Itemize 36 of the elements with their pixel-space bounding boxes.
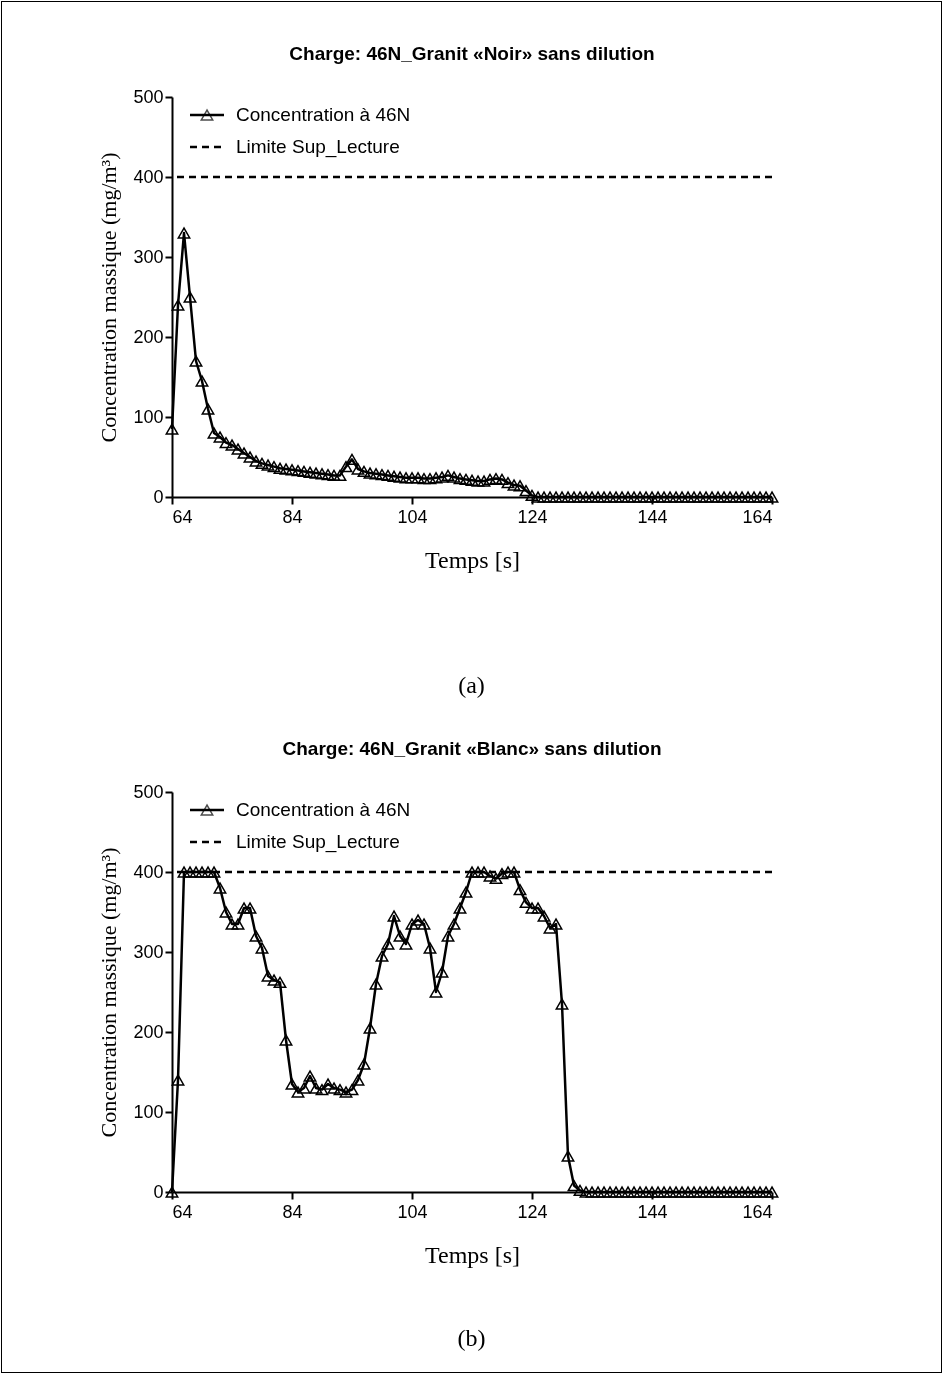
y-axis-title: Concentration massique (mg/m³) bbox=[96, 152, 122, 443]
y-tick-label: 300 bbox=[133, 246, 164, 267]
y-tick-label: 0 bbox=[153, 1181, 164, 1202]
x-axis-title: Temps [s] bbox=[425, 546, 520, 573]
x-tick-label: 144 bbox=[637, 506, 668, 527]
y-tick-label: 300 bbox=[133, 941, 164, 962]
y-tick-label: 200 bbox=[133, 1021, 164, 1042]
x-tick-label: 104 bbox=[397, 1201, 428, 1222]
x-axis-title: Temps [s] bbox=[425, 1241, 520, 1268]
x-tick-label: 64 bbox=[172, 506, 193, 527]
legend-label: Limite Sup_Lecture bbox=[236, 136, 400, 158]
y-tick-label: 100 bbox=[133, 406, 164, 427]
y-tick-label: 200 bbox=[133, 326, 164, 347]
y-tick-label: 500 bbox=[133, 781, 164, 802]
y-tick-label: 500 bbox=[133, 86, 164, 107]
text: (a) bbox=[457, 672, 486, 699]
y-axis-title: Concentration massique (mg/m³) bbox=[96, 847, 122, 1138]
x-tick-label: 164 bbox=[742, 506, 773, 527]
legend-label: Concentration à 46N bbox=[236, 799, 411, 820]
x-tick-label: 84 bbox=[282, 506, 303, 527]
text: (b) bbox=[456, 1325, 487, 1352]
y-tick-label: 400 bbox=[133, 861, 164, 882]
legend-label: Concentration à 46N bbox=[236, 104, 411, 125]
x-tick-label: 124 bbox=[517, 506, 548, 527]
y-tick-label: 100 bbox=[133, 1101, 164, 1122]
y-tick-label: 400 bbox=[133, 166, 164, 187]
x-tick-label: 84 bbox=[282, 1201, 303, 1222]
x-tick-label: 104 bbox=[397, 506, 428, 527]
x-tick-label: 124 bbox=[517, 1201, 548, 1222]
x-tick-label: 164 bbox=[742, 1201, 773, 1222]
x-tick-label: 64 bbox=[172, 1201, 193, 1222]
chart-title: Charge: 46N_Granit «Blanc» sans dilution bbox=[282, 738, 662, 759]
y-tick-label: 0 bbox=[153, 486, 164, 507]
x-tick-label: 144 bbox=[637, 1201, 668, 1222]
chart-title: Charge: 46N_Granit «Noir» sans dilution bbox=[289, 43, 655, 64]
legend-label: Limite Sup_Lecture bbox=[236, 831, 400, 853]
